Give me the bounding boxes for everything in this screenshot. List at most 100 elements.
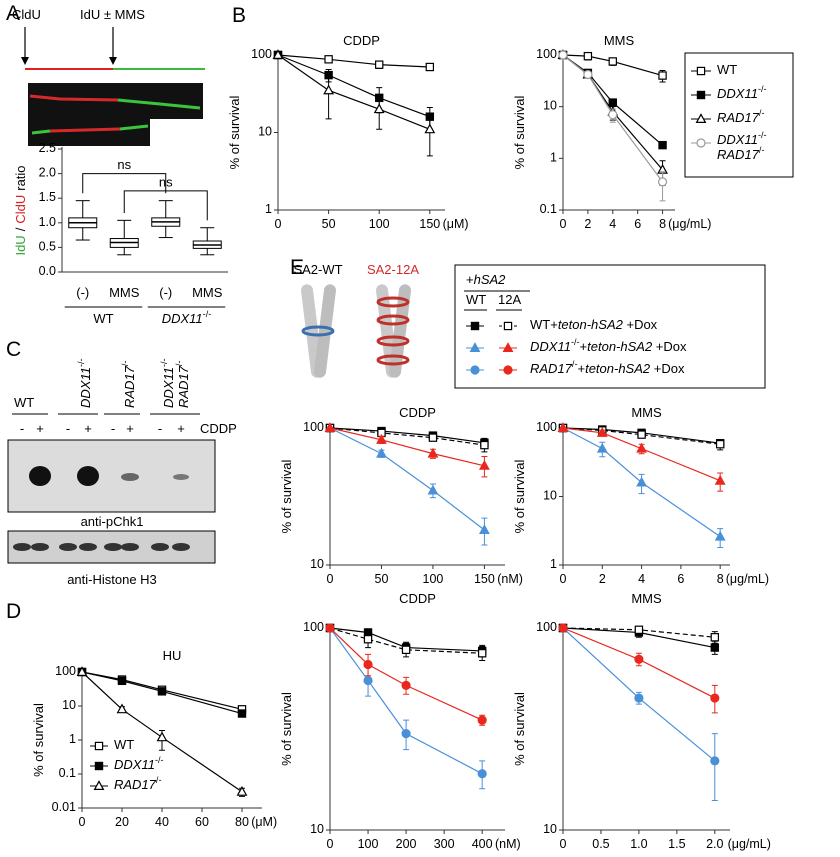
data-point — [477, 769, 487, 779]
annotation: ns — [159, 175, 173, 190]
legend-label: WT — [114, 737, 134, 752]
treatment-label: - — [20, 421, 24, 436]
band — [13, 543, 31, 551]
data-point — [634, 625, 644, 634]
x-axis-unit: (nM) — [495, 837, 521, 851]
x-tick-label: 6 — [634, 217, 641, 231]
data-point — [583, 69, 593, 80]
y-axis-label-part: CldU — [13, 195, 28, 224]
legend-box — [684, 52, 794, 178]
construct-label: SA2-WT — [293, 262, 342, 277]
y-tick-label: 1 — [69, 732, 76, 746]
x-axis-unit: (μM) — [443, 217, 469, 231]
treatment-label: - — [66, 421, 70, 436]
x-tick-label: 2 — [599, 572, 606, 586]
data-point — [558, 623, 568, 633]
data-point — [634, 654, 644, 664]
data-point — [557, 422, 569, 432]
x-tick-label: (-) — [159, 285, 172, 300]
error-bar — [426, 114, 433, 157]
y-tick-label: 100 — [303, 420, 324, 434]
y-tick-label: 1.5 — [39, 190, 56, 204]
data-point — [427, 484, 439, 495]
cohesin-ring — [376, 354, 410, 366]
data-point — [401, 680, 411, 690]
cohesin-ring — [376, 335, 410, 347]
band — [121, 543, 139, 551]
genotype-label: RAD17/- — [120, 361, 137, 408]
data-point — [608, 57, 617, 66]
data-point — [363, 675, 373, 686]
data-point — [363, 659, 373, 670]
y-tick-label: 10 — [310, 822, 324, 836]
legend-marker — [502, 342, 514, 352]
legend-marker — [503, 365, 513, 375]
panel-label: A — [6, 2, 20, 25]
legend-box — [454, 264, 766, 389]
data-point — [424, 123, 436, 134]
band — [29, 466, 51, 486]
y-tick-label: 0.5 — [39, 240, 56, 254]
legend-marker — [94, 761, 104, 771]
data-point — [157, 687, 167, 696]
y-tick-label: 10 — [62, 698, 76, 712]
genotype-label: WT — [14, 395, 34, 410]
x-tick-label: 1.5 — [668, 837, 685, 851]
band — [77, 466, 99, 486]
x-tick-label: (-) — [76, 285, 89, 300]
fiber-label: IdU ± MMS — [80, 7, 145, 22]
legend-label: DDX11-/- — [114, 755, 164, 772]
cohesin-ring — [301, 325, 335, 337]
data-point — [710, 633, 720, 642]
legend-label: DDX11-/-+teton-hSA2 +Dox — [530, 337, 687, 354]
data-point — [236, 785, 248, 796]
legend-marker — [696, 138, 706, 148]
construct-label: SA2-12A — [367, 262, 419, 277]
treatment-label: + — [84, 421, 92, 436]
legend-marker — [94, 741, 104, 751]
legend-column: WT — [466, 292, 486, 307]
chart-title: CDDP — [399, 405, 436, 420]
y-tick-label: 2.0 — [39, 166, 56, 180]
x-tick-label: 8 — [659, 217, 666, 231]
y-tick-label: 10 — [543, 822, 557, 836]
data-point — [714, 530, 726, 541]
series-line — [81, 671, 243, 715]
series-line — [329, 627, 483, 654]
legend-label: DDX11-/- — [717, 84, 767, 101]
y-tick-label: 100 — [55, 664, 76, 678]
drug-label: CDDP — [200, 421, 237, 436]
band — [79, 543, 97, 551]
series-line — [277, 54, 430, 68]
y-tick-label: 0.01 — [52, 800, 76, 814]
y-tick-label: 100 — [536, 620, 557, 634]
data-point — [363, 635, 373, 644]
y-axis-label: % of survival — [512, 96, 527, 170]
data-point — [324, 422, 336, 432]
data-point — [710, 643, 720, 652]
chromatid — [389, 284, 411, 378]
panel-label: C — [6, 338, 21, 361]
legend-marker — [696, 66, 706, 76]
y-tick-label: 0.1 — [59, 766, 76, 780]
x-tick-label: 2 — [584, 217, 591, 231]
bands — [13, 543, 190, 551]
data-point — [401, 645, 411, 654]
x-tick-label: 400 — [472, 837, 493, 851]
y-axis-label: % of survival — [227, 96, 242, 170]
data-point — [373, 103, 385, 114]
treatment-label: + — [126, 421, 134, 436]
y-tick-label: 100 — [303, 620, 324, 634]
data-point — [425, 62, 435, 72]
y-tick-label: 1.0 — [39, 215, 56, 229]
data-point — [480, 440, 489, 450]
legend-marker — [93, 780, 105, 790]
y-tick-label: 0.1 — [540, 202, 557, 216]
data-point — [76, 666, 88, 676]
legend-label: RAD17/- — [114, 775, 161, 792]
series-line — [329, 427, 485, 444]
data-point — [478, 524, 490, 535]
y-tick-label: 100 — [536, 420, 557, 434]
